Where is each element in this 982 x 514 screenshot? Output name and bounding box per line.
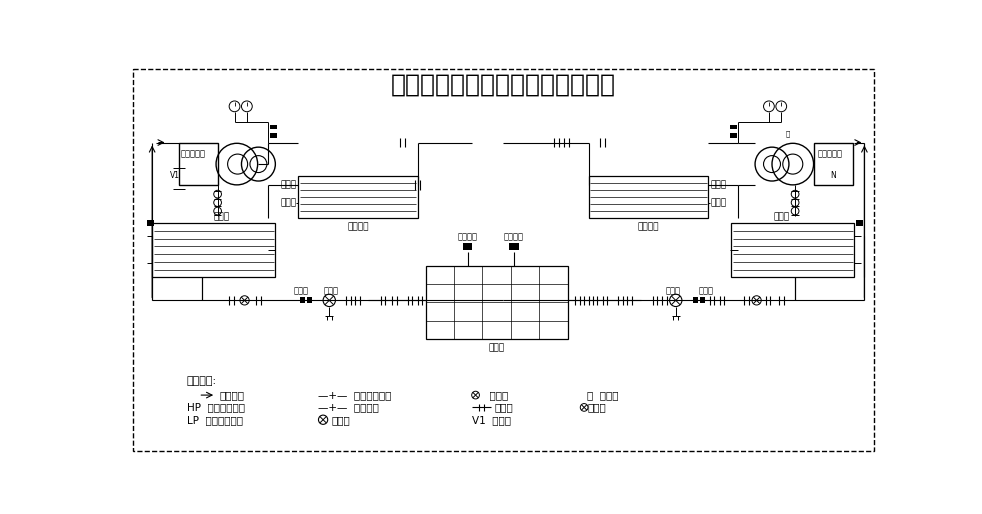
Text: —+—  发兰连接: —+— 发兰连接 bbox=[318, 402, 379, 412]
Bar bbox=[146, 221, 154, 226]
Bar bbox=[692, 297, 698, 303]
Bar bbox=[699, 297, 705, 303]
Bar bbox=[589, 176, 708, 218]
Bar bbox=[270, 125, 277, 130]
Text: 冷凝器: 冷凝器 bbox=[773, 213, 790, 222]
Bar bbox=[152, 224, 275, 277]
Text: 过滤器: 过滤器 bbox=[294, 287, 308, 296]
Text: 热水入: 热水入 bbox=[280, 198, 297, 207]
Text: 己  易熔塞: 己 易熔塞 bbox=[587, 390, 619, 400]
Text: 壑: 壑 bbox=[786, 130, 790, 137]
Text: 膨胀阀: 膨胀阀 bbox=[324, 287, 339, 296]
Text: 止回阀: 止回阀 bbox=[495, 402, 514, 412]
Text: 膨胀阀: 膨胀阀 bbox=[332, 415, 351, 425]
Text: 符号说明:: 符号说明: bbox=[187, 376, 217, 386]
Bar bbox=[814, 142, 852, 185]
Bar bbox=[270, 133, 277, 138]
Text: 热水出: 热水出 bbox=[710, 180, 727, 189]
Text: 螺杆压缩机: 螺杆压缩机 bbox=[817, 150, 843, 159]
Text: 热水出: 热水出 bbox=[280, 180, 297, 189]
Bar bbox=[300, 297, 305, 303]
Bar bbox=[307, 297, 312, 303]
Text: 膨胀阀: 膨胀阀 bbox=[666, 287, 681, 296]
Text: HP  高压压力开关: HP 高压压力开关 bbox=[187, 402, 245, 412]
Text: 过滤器: 过滤器 bbox=[699, 287, 714, 296]
Bar bbox=[732, 224, 854, 277]
Text: V1: V1 bbox=[170, 171, 181, 180]
Text: 冷媒流向: 冷媒流向 bbox=[219, 390, 245, 400]
Bar bbox=[730, 133, 736, 138]
Text: 热水入: 热水入 bbox=[710, 198, 727, 207]
Bar bbox=[425, 266, 568, 339]
Text: LP  低压压力开关: LP 低压压力开关 bbox=[187, 415, 243, 425]
Bar bbox=[510, 243, 518, 250]
Text: —+—  扩口螺母连接: —+— 扩口螺母连接 bbox=[318, 390, 391, 400]
Text: 冷凝器: 冷凝器 bbox=[213, 213, 230, 222]
Bar bbox=[179, 142, 218, 185]
Bar bbox=[856, 221, 863, 226]
Bar bbox=[299, 176, 417, 218]
Text: 冷冻水入: 冷冻水入 bbox=[504, 232, 524, 241]
Text: 截止阀: 截止阀 bbox=[587, 402, 606, 412]
Text: 电磁阀: 电磁阀 bbox=[483, 390, 509, 400]
Bar bbox=[464, 243, 472, 250]
Text: 蒸发器: 蒸发器 bbox=[489, 343, 505, 352]
Text: 热回收型水冷式螺杆机工作原理图: 热回收型水冷式螺杆机工作原理图 bbox=[391, 73, 616, 97]
Text: 螺杆压缩机: 螺杆压缩机 bbox=[181, 150, 205, 159]
Text: 冷冻水出: 冷冻水出 bbox=[458, 232, 478, 241]
Text: V1  安全阀: V1 安全阀 bbox=[471, 415, 511, 425]
Bar bbox=[730, 125, 736, 130]
Text: 热回收器: 热回收器 bbox=[637, 222, 659, 231]
Text: 热回收器: 热回收器 bbox=[348, 222, 369, 231]
Text: N: N bbox=[831, 171, 837, 180]
